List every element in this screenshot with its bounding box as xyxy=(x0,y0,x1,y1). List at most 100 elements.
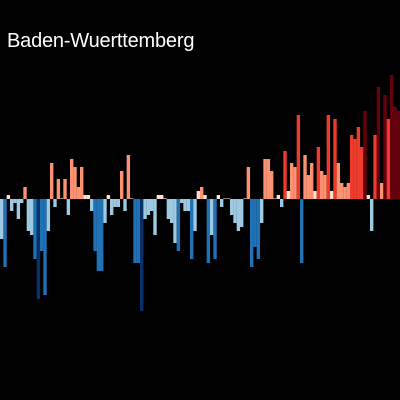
chart-title: Baden-Wuerttemberg xyxy=(7,30,195,52)
bar-23 xyxy=(76,187,81,199)
bar-80 xyxy=(266,159,271,199)
bar-5 xyxy=(16,199,21,219)
bar-112 xyxy=(373,135,377,199)
bar-62 xyxy=(206,199,211,263)
bar-26 xyxy=(86,195,91,199)
bar-111 xyxy=(370,199,374,231)
bar-15 xyxy=(50,163,54,199)
bar-66 xyxy=(220,199,224,207)
bar-25 xyxy=(83,195,87,199)
bar-30 xyxy=(100,199,104,271)
bar-101 xyxy=(336,163,341,199)
bar-72 xyxy=(240,199,244,227)
bar-36 xyxy=(120,171,124,199)
bar-32 xyxy=(106,195,111,199)
bar-28 xyxy=(93,199,97,251)
bar-3 xyxy=(10,199,14,211)
bar-7 xyxy=(23,187,27,199)
bar-95 xyxy=(316,147,321,199)
bar-103 xyxy=(343,187,347,199)
bar-90 xyxy=(300,199,304,263)
bar-19 xyxy=(63,179,67,199)
bar-87 xyxy=(290,163,294,199)
bar-56 xyxy=(186,199,191,211)
bar-13 xyxy=(43,199,47,295)
bar-34 xyxy=(113,199,117,207)
bar-18 xyxy=(60,198,64,199)
bar-100 xyxy=(333,119,337,199)
bar-117 xyxy=(390,75,394,199)
bar-64 xyxy=(213,199,217,259)
bar-51 xyxy=(170,199,174,223)
bar-70 xyxy=(233,199,237,223)
bar-22 xyxy=(73,167,77,199)
bar-41 xyxy=(136,199,141,263)
bar-94 xyxy=(313,191,317,199)
bar-115 xyxy=(383,95,387,199)
bar-20 xyxy=(66,199,71,215)
bar-49 xyxy=(163,198,167,199)
bar-118 xyxy=(393,107,397,199)
bar-83 xyxy=(276,195,281,199)
bar-61 xyxy=(203,195,207,199)
bar-69 xyxy=(230,199,234,215)
bar-31 xyxy=(103,199,107,223)
bar-71 xyxy=(236,199,241,231)
bar-98 xyxy=(326,115,331,199)
bar-29 xyxy=(96,199,101,271)
bar-46 xyxy=(153,199,157,235)
bar-24 xyxy=(80,167,84,199)
bar-16 xyxy=(53,199,57,207)
bar-96 xyxy=(320,171,324,199)
bar-0 xyxy=(0,199,4,239)
bar-85 xyxy=(283,151,287,199)
bar-119 xyxy=(396,111,400,199)
bar-39 xyxy=(130,198,134,199)
bar-67 xyxy=(223,198,227,199)
bar-86 xyxy=(286,191,291,199)
bar-82 xyxy=(273,198,277,199)
bar-79 xyxy=(263,159,267,199)
bar-108 xyxy=(360,147,364,199)
bar-107 xyxy=(356,127,361,199)
bar-74 xyxy=(246,167,251,199)
bar-114 xyxy=(380,183,384,199)
bar-60 xyxy=(200,187,204,199)
bar-77 xyxy=(256,199,261,259)
bar-68 xyxy=(226,198,231,199)
bar-91 xyxy=(303,155,307,199)
bar-17 xyxy=(56,179,61,199)
bar-55 xyxy=(183,199,187,211)
bar-33 xyxy=(110,199,114,215)
bar-27 xyxy=(90,199,94,211)
bar-105 xyxy=(350,135,354,199)
bar-75 xyxy=(250,199,254,267)
bar-48 xyxy=(160,195,164,199)
bar-53 xyxy=(176,199,181,251)
bar-93 xyxy=(310,163,314,199)
bar-14 xyxy=(46,199,51,231)
bar-89 xyxy=(296,115,301,199)
bar-92 xyxy=(306,175,311,199)
bar-12 xyxy=(40,199,44,251)
bar-21 xyxy=(70,159,74,199)
bar-11 xyxy=(36,199,41,299)
bar-84 xyxy=(280,199,284,207)
bar-52 xyxy=(173,199,177,243)
bar-9 xyxy=(30,199,34,235)
bar-110 xyxy=(366,195,371,199)
bar-65 xyxy=(216,195,221,199)
bar-58 xyxy=(193,199,197,231)
bar-109 xyxy=(363,111,367,199)
bar-10 xyxy=(33,199,37,259)
bar-73 xyxy=(243,198,247,199)
bar-102 xyxy=(340,183,344,199)
bar-47 xyxy=(156,195,161,199)
bar-78 xyxy=(260,199,264,223)
bar-50 xyxy=(166,199,171,219)
bar-57 xyxy=(190,199,194,259)
bar-4 xyxy=(13,199,17,203)
bar-116 xyxy=(386,119,391,199)
bar-59 xyxy=(196,191,201,199)
